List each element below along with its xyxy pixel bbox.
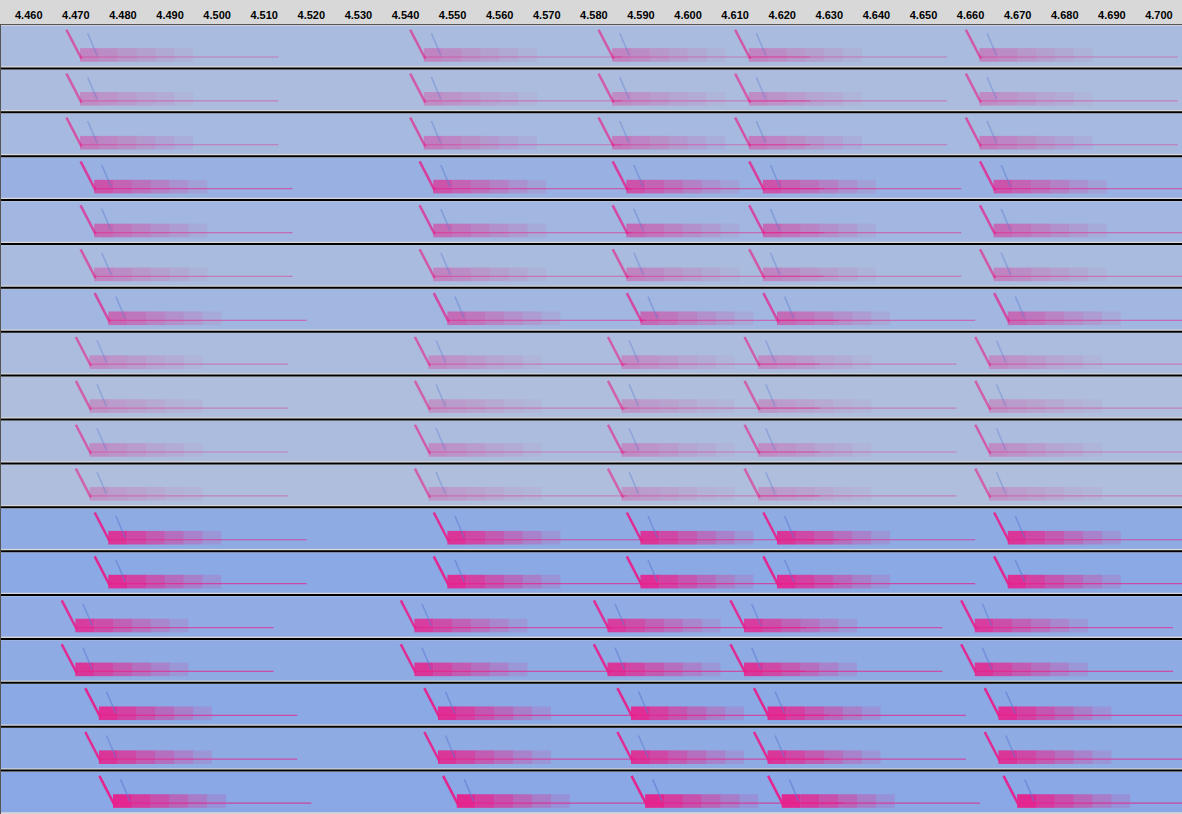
svg-text:4.590: 4.590 <box>627 9 655 21</box>
svg-text:4.520: 4.520 <box>298 9 326 21</box>
svg-text:4.530: 4.530 <box>345 9 373 21</box>
svg-text:4.650: 4.650 <box>910 9 938 21</box>
svg-text:4.690: 4.690 <box>1098 9 1126 21</box>
svg-text:4.470: 4.470 <box>62 9 90 21</box>
svg-text:4.680: 4.680 <box>1051 9 1079 21</box>
svg-text:4.640: 4.640 <box>863 9 891 21</box>
svg-text:4.510: 4.510 <box>250 9 278 21</box>
svg-text:4.570: 4.570 <box>533 9 561 21</box>
svg-text:4.610: 4.610 <box>721 9 749 21</box>
svg-text:4.490: 4.490 <box>156 9 184 21</box>
svg-text:4.460: 4.460 <box>15 9 43 21</box>
svg-text:4.550: 4.550 <box>439 9 467 21</box>
svg-text:4.540: 4.540 <box>392 9 420 21</box>
svg-text:4.670: 4.670 <box>1004 9 1032 21</box>
svg-text:4.480: 4.480 <box>109 9 137 21</box>
svg-text:4.580: 4.580 <box>580 9 608 21</box>
svg-text:4.560: 4.560 <box>486 9 514 21</box>
svg-text:4.660: 4.660 <box>957 9 985 21</box>
svg-text:4.600: 4.600 <box>674 9 702 21</box>
svg-text:4.500: 4.500 <box>203 9 231 21</box>
svg-text:4.700: 4.700 <box>1145 9 1173 21</box>
svg-text:4.630: 4.630 <box>816 9 844 21</box>
svg-text:4.620: 4.620 <box>768 9 796 21</box>
